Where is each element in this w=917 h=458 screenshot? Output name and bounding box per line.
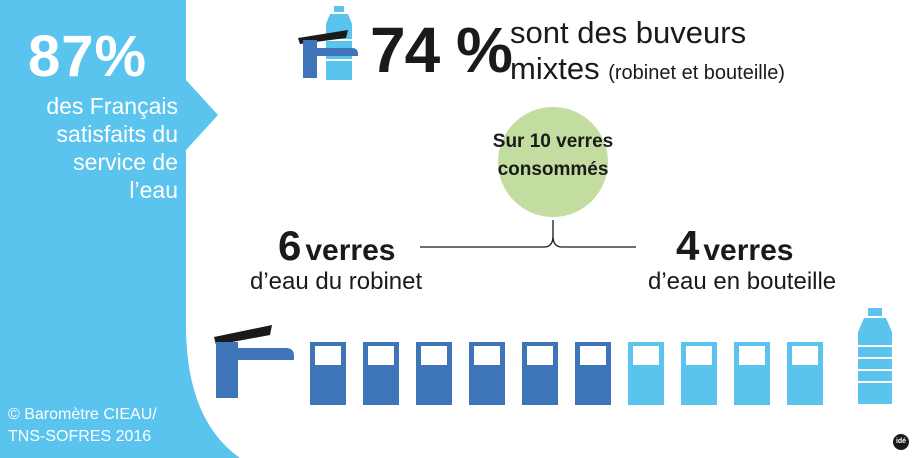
tap-count-unit: verres [305,234,396,267]
bottle-glass-count: 4 verres [676,223,793,274]
left-panel: 87% des Français satisfaits du service d… [0,0,240,458]
top-tap-icon [298,30,358,78]
mixed-drinkers-line1: sont des buveurs [510,15,747,50]
center-circle [498,107,608,217]
bottle-count-label: d’eau en bouteille [648,268,837,295]
panel-shape [0,0,240,458]
credit-line-1: © Baromètre CIEAU/ [8,406,157,423]
bottled-water-glass [628,342,664,405]
mixed-label: mixtes [510,51,600,86]
satisfaction-description: des Français satisfaits du service de l’… [46,93,178,203]
mixed-drinkers-percentage: 74 % [370,14,513,86]
tap-water-glass [363,342,399,405]
tap-water-glass [469,342,505,405]
bottled-water-glass [734,342,770,405]
mixed-drinkers-line2: mixtes (robinet et bouteille) [510,52,785,90]
top-bottle-icon [326,6,352,80]
tap-count-label: d’eau du robinet [250,268,423,295]
tap-glass-count: 6 verres [278,223,395,274]
tap-count-number: 6 [278,222,302,269]
bottle-count-number: 4 [676,222,700,269]
credit-line-2: TNS-SOFRES 2016 [8,428,152,445]
bracket-lines [420,220,636,248]
tap-water-glass [522,342,558,405]
bottle-count-unit: verres [703,234,794,267]
tap-water-glass [416,342,452,405]
tap-water-glass [575,342,611,405]
publisher-logo: idé [893,434,909,450]
bottled-water-glass [787,342,823,405]
source-credit: © Baromètre CIEAU/ TNS-SOFRES 2016 [8,404,157,448]
bottled-water-glass [681,342,717,405]
circle-caption: Sur 10 verres consommés [492,131,614,180]
bottom-tap-icon [214,325,294,398]
mixed-detail: (robinet et bouteille) [608,62,785,84]
tap-water-glass [310,342,346,405]
bottom-bottle-icon [858,308,892,404]
satisfaction-percentage: 87% [28,24,148,89]
glass-row [310,342,823,405]
